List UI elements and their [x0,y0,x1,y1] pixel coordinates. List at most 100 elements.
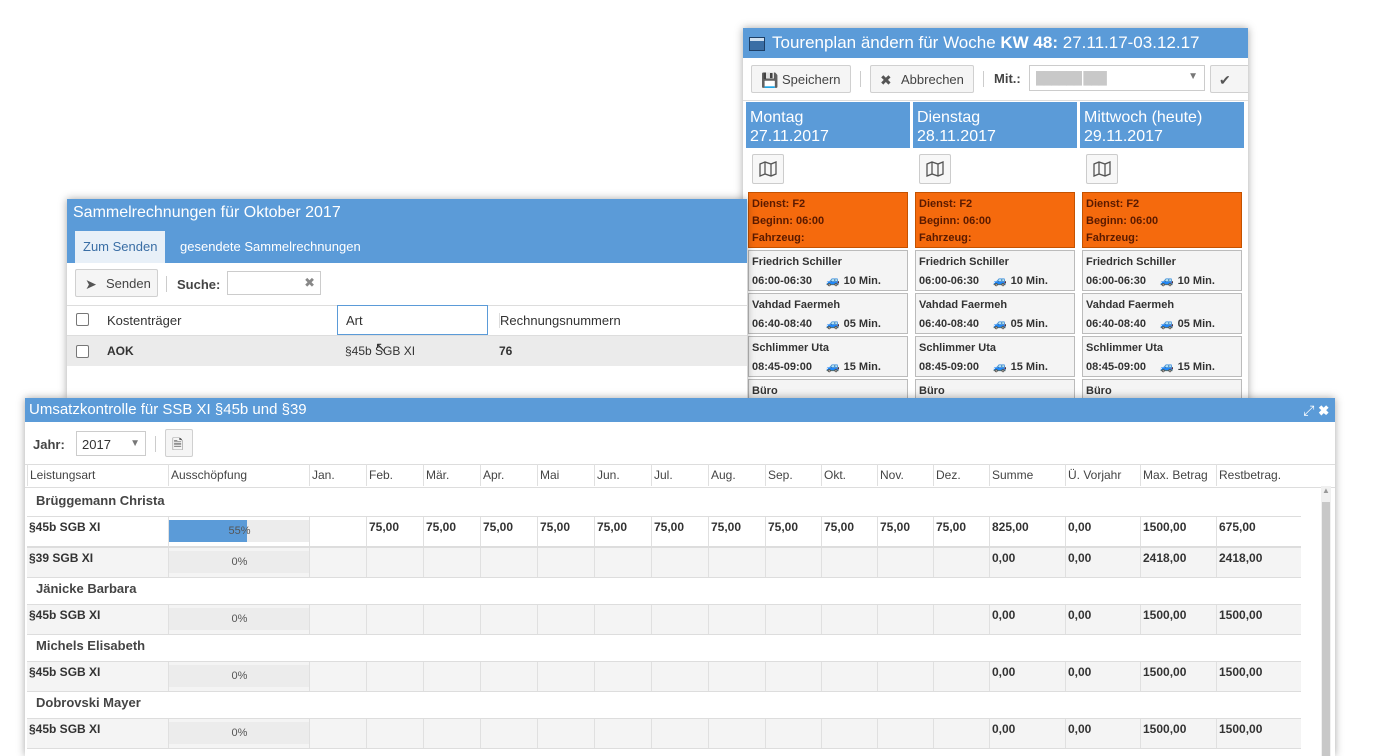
column-header[interactable]: Mär. [423,464,480,486]
column-header[interactable]: Jan. [309,464,366,486]
car-icon: 🚙 [992,318,1007,330]
table-row[interactable]: §45b SGB XI 0% 0,00 0,00 1500,00 1500,00 [27,718,1301,749]
appointment-card[interactable]: Friedrich Schiller 06:00-06:30 🚙 10 Min. [915,250,1075,291]
appointment-drive-time: 10 Min. [1177,275,1215,287]
appointment-card[interactable]: Vahdad Faermeh 06:40-08:40 🚙 05 Min. [748,293,908,334]
row-ausschoepfung: 0% [168,719,310,748]
duty-beginn: Beginn: 06:00 [1086,215,1159,227]
column-header[interactable]: Apr. [480,464,537,486]
appointment-details: 08:45-09:00 🚙 15 Min. [752,358,904,377]
column-header[interactable]: Mai [537,464,594,486]
save-button[interactable]: 💾 Speichern [751,65,851,93]
maximize-icon[interactable]: ⤢ [1303,402,1315,418]
duty-card[interactable]: Dienst: F2 Beginn: 06:00 Fahrzeug: [748,192,908,248]
column-header-art[interactable]: Art [337,305,488,335]
row-max-betrag: 1500,00 [1140,517,1216,546]
row-leistungsart: §45b SGB XI [29,520,101,534]
day-map-row [913,148,1077,192]
close-icon[interactable]: ✖ [1318,402,1329,418]
row-checkbox[interactable] [76,345,89,358]
appointment-time: 08:45-09:00 [752,361,812,373]
column-header[interactable]: Max. Betrag [1140,464,1216,486]
row-month-value [933,662,989,691]
mouse-cursor-icon: ↖ [375,339,387,355]
column-header[interactable]: Jul. [651,464,708,486]
column-header[interactable]: Feb. [366,464,423,486]
appointment-card[interactable]: Friedrich Schiller 06:00-06:30 🚙 10 Min. [748,250,908,291]
row-vorjahr: 0,00 [1065,548,1140,577]
scrollbar-thumb[interactable] [1322,502,1330,756]
row-month-value [651,662,708,691]
duty-card[interactable]: Dienst: F2 Beginn: 06:00 Fahrzeug: [1082,192,1242,248]
progress-bar: 0% [169,551,310,573]
tourenplan-title-range: 27.11.17-03.12.17 [1058,33,1200,52]
table-row[interactable]: §45b SGB XI 0% 0,00 0,00 1500,00 1500,00 [27,661,1301,692]
tourenplan-toolbar: 💾 Speichern ✖ Abbrechen Mit.: ██████ ███… [743,58,1248,101]
toolbar-separator [983,71,984,87]
appointment-card[interactable]: Schlimmer Uta 08:45-09:00 🚙 15 Min. [748,336,908,377]
appointment-details: 06:00-06:30 🚙 10 Min. [752,272,904,291]
column-header[interactable]: Ü. Vorjahr [1065,464,1140,486]
column-header[interactable]: Summe [989,464,1065,486]
tab-gesendete-sammelrechnungen[interactable]: gesendete Sammelrechnungen [180,239,361,254]
map-button[interactable] [752,154,784,184]
row-month-value [821,548,877,577]
column-header[interactable]: Jun. [594,464,651,486]
appointment-card[interactable]: Vahdad Faermeh 06:40-08:40 🚙 05 Min. [915,293,1075,334]
row-month-value: 75,00 [651,517,708,546]
appointment-card[interactable]: Schlimmer Uta 08:45-09:00 🚙 15 Min. [1082,336,1242,377]
send-button[interactable]: ➤ Senden [75,269,158,297]
column-header[interactable]: Sep. [765,464,821,486]
appointment-time: 06:00-06:30 [1086,275,1146,287]
column-header[interactable]: Okt. [821,464,877,486]
export-button[interactable]: 🗎 [165,429,193,457]
appointment-card[interactable]: Friedrich Schiller 06:00-06:30 🚙 10 Min. [1082,250,1242,291]
row-month-value: 75,00 [537,517,594,546]
appointment-name: Vahdad Faermeh [919,299,1008,311]
column-header[interactable]: Leistungsart [27,464,168,486]
duty-card[interactable]: Dienst: F2 Beginn: 06:00 Fahrzeug: [915,192,1075,248]
row-month-value [594,548,651,577]
progress-bar: 0% [169,665,310,687]
duty-fahrzeug: Fahrzeug: [919,232,972,244]
table-row[interactable]: §45b SGB XI 55% 75,00 75,00 75,00 75,00 75,00 7… [27,516,1301,547]
tab-zum-senden[interactable]: Zum Senden [75,231,166,263]
appointment-drive-time: 05 Min. [843,318,881,330]
map-button[interactable] [1086,154,1118,184]
table-row[interactable]: §39 SGB XI 0% 0,00 0,00 2418,00 2418,00 [27,547,1301,578]
cancel-button[interactable]: ✖ Abbrechen [870,65,974,93]
scroll-up-icon[interactable]: ▲ [1322,486,1330,495]
row-month-value [366,605,423,634]
day-header: Montag 27.11.2017 [746,102,910,148]
map-button[interactable] [919,154,951,184]
row-leistungsart: §39 SGB XI [29,551,94,565]
select-all-checkbox[interactable] [76,313,89,326]
row-max-betrag: 1500,00 [1140,719,1216,748]
row-max-betrag: 1500,00 [1140,605,1216,634]
row-month-value [877,548,933,577]
appointment-card[interactable]: Schlimmer Uta 08:45-09:00 🚙 15 Min. [915,336,1075,377]
checkmark-icon: ✔ [1219,72,1231,88]
year-select[interactable]: 2017 ▼ [76,431,146,456]
column-header-kostentraeger[interactable]: Kostenträger [107,313,182,328]
search-input[interactable]: ✖ [227,271,321,295]
table-row[interactable]: §45b SGB XI 0% 0,00 0,00 1500,00 1500,00 [27,604,1301,635]
column-header[interactable]: Dez. [933,464,989,486]
confirm-button[interactable]: ✔ [1210,65,1248,93]
row-ausschoepfung: 0% [168,662,310,691]
table-row[interactable]: AOK §45b SGB XI 76 [67,336,747,366]
appointment-card[interactable]: Vahdad Faermeh 06:40-08:40 🚙 05 Min. [1082,293,1242,334]
vertical-scrollbar[interactable]: ▲ [1321,486,1331,756]
row-vorjahr: 0,00 [1065,662,1140,691]
column-header[interactable]: Restbetrag. [1216,464,1301,486]
column-header[interactable]: Aug. [708,464,765,486]
progress-bar-fill [169,520,247,542]
row-vorjahr: 0,00 [1065,719,1140,748]
clear-icon[interactable]: ✖ [304,275,315,290]
column-header[interactable]: Nov. [877,464,933,486]
row-month-value [423,662,480,691]
employee-select[interactable]: ██████ ███ ▼ [1029,65,1205,91]
column-header[interactable]: Ausschöpfung [168,464,309,486]
column-header-rechnungsnummern[interactable]: Rechnungsnummern [499,313,621,328]
close-icon: ✖ [880,72,892,88]
